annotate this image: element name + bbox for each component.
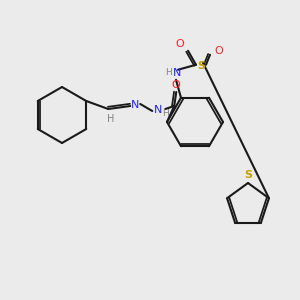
- Text: O: O: [176, 39, 184, 49]
- Text: S: S: [197, 61, 205, 71]
- Text: O: O: [214, 46, 224, 56]
- Text: S: S: [244, 170, 252, 180]
- Text: O: O: [172, 80, 181, 90]
- Text: N: N: [131, 100, 140, 110]
- Text: N: N: [154, 105, 162, 115]
- Text: H: H: [166, 68, 172, 77]
- Text: H: H: [106, 114, 114, 124]
- Text: H: H: [162, 110, 169, 118]
- Text: N: N: [173, 68, 181, 78]
